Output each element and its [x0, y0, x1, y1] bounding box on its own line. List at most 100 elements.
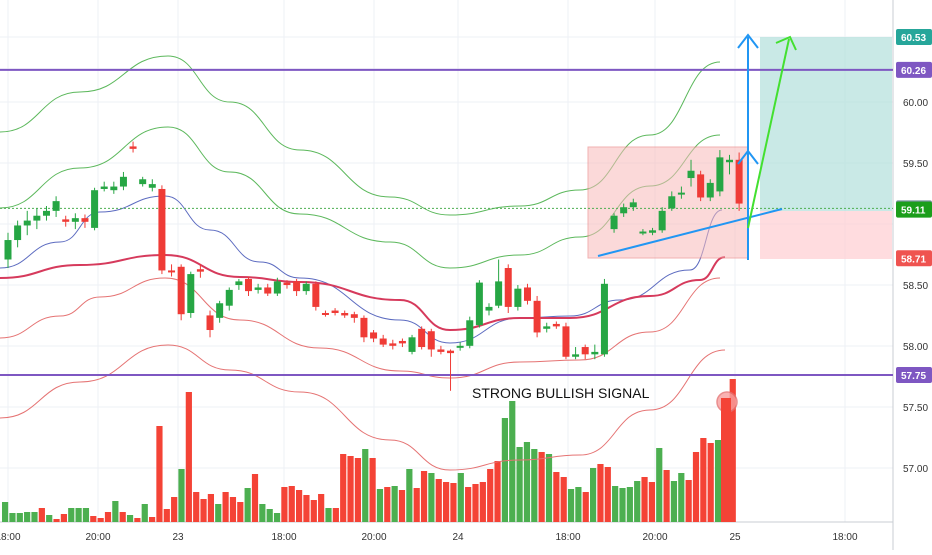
volume-bar [288, 486, 295, 522]
candle [600, 283, 608, 355]
candle [370, 332, 378, 339]
annotation-text: STRONG BULLISH SIGNAL [472, 385, 650, 401]
candle [23, 220, 31, 226]
candle [677, 192, 685, 195]
candle [495, 281, 503, 306]
volume-bar [435, 479, 442, 522]
horizontal-levels [0, 68, 893, 376]
candle [610, 215, 618, 230]
candle [42, 210, 50, 216]
volume-bar [259, 504, 266, 522]
volume-bar [237, 502, 244, 522]
price-tick-label: 58.50 [903, 281, 928, 292]
candle [437, 349, 445, 352]
volume-bar [685, 480, 692, 522]
volume-bar [575, 487, 582, 522]
candle [735, 159, 743, 204]
time-tick-label: 18:00 [832, 532, 857, 543]
candle [408, 337, 416, 352]
candle [4, 240, 12, 260]
time-tick-label: 20:00 [85, 532, 110, 543]
volume-bar [178, 469, 185, 522]
volume-bar [465, 487, 472, 522]
candle [225, 289, 233, 306]
time-tick-label: 24 [452, 532, 464, 543]
volume-bar [413, 488, 420, 522]
price-label-badge [896, 367, 932, 383]
volume-bar [384, 487, 391, 522]
projection-arrowhead [737, 149, 759, 165]
volume-bar [641, 477, 648, 522]
volume-bar [193, 492, 200, 522]
candle [706, 182, 714, 198]
candle [726, 159, 733, 163]
candle [14, 225, 22, 241]
price-tick-label: 60.00 [903, 98, 928, 109]
volume-bar [354, 458, 361, 522]
volume-bar [9, 513, 16, 522]
price-label-text: 59.11 [901, 206, 926, 217]
volume-bar [119, 512, 126, 522]
candle [110, 186, 118, 191]
price-label-badge [896, 61, 932, 78]
time-tick-label: 20:00 [642, 532, 667, 543]
price-label-text: 57.75 [901, 371, 926, 382]
profit-zone [760, 37, 892, 211]
candle [427, 331, 435, 350]
volume-bar [53, 519, 60, 522]
volume-bar [149, 517, 156, 522]
volume-bar [391, 486, 398, 522]
time-tick-label: 25 [729, 532, 741, 543]
volume-bar [487, 469, 494, 522]
volume-bar [479, 482, 486, 522]
volume-bar [90, 516, 97, 522]
candle [572, 354, 580, 357]
time-tick-label: 23 [172, 532, 184, 543]
candle [71, 218, 79, 222]
volume-bar [16, 513, 23, 522]
candle [620, 207, 628, 214]
candle [418, 328, 426, 348]
volume-bar [46, 515, 53, 522]
price-tick-label: 57.50 [903, 403, 928, 414]
time-tick-label: 18:00 [271, 532, 296, 543]
candle [245, 278, 252, 292]
candle [543, 326, 551, 329]
price-label-text: 60.53 [901, 33, 926, 44]
candle [350, 314, 358, 318]
volume-bar [369, 458, 376, 522]
volume-bar [318, 494, 325, 522]
volume-bar [443, 482, 450, 522]
volume-bar [553, 472, 560, 522]
candle [52, 201, 60, 211]
drawings [597, 33, 797, 260]
volume-bar [714, 440, 722, 522]
volume-bar [472, 484, 479, 522]
volume-bar [310, 500, 317, 522]
moving-average-fast [0, 195, 723, 344]
candle [206, 315, 214, 331]
volume-bar [729, 379, 736, 522]
time-tick-label: 20:00 [361, 532, 386, 543]
volume-bar [523, 442, 531, 522]
candle [379, 338, 387, 345]
volume-bar [156, 426, 163, 522]
volume-bar [567, 489, 575, 522]
candle [312, 283, 320, 307]
volume-bar [171, 497, 178, 522]
volume-bar [634, 481, 641, 522]
volume-bar [604, 467, 611, 522]
volume-bar [678, 473, 685, 522]
candle [716, 157, 724, 192]
candle [283, 282, 291, 286]
candle [485, 306, 493, 311]
candle [639, 231, 647, 234]
candle [389, 343, 397, 346]
volume-bar [75, 508, 82, 522]
volume-bar [332, 508, 339, 522]
volume-bar [68, 508, 75, 522]
projection-arrowhead [737, 33, 759, 49]
volume-bar [347, 456, 354, 522]
price-label-text: 58.71 [901, 254, 926, 265]
